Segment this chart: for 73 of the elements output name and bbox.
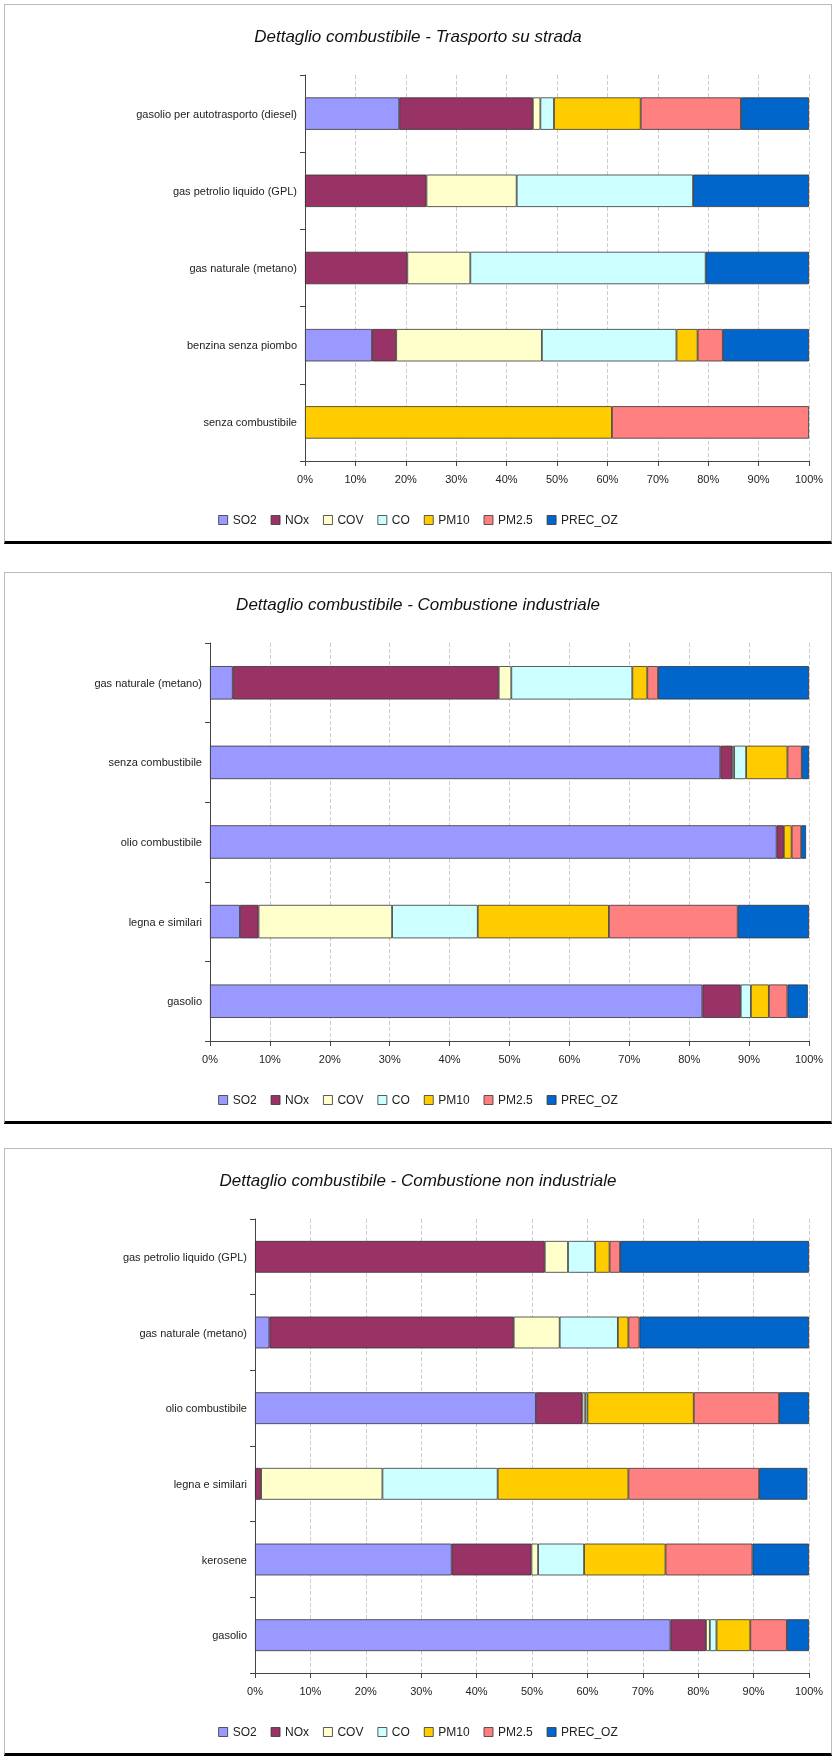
x-tick-label: 70%	[646, 472, 670, 485]
x-tick-label: 10%	[344, 472, 367, 485]
x-tick-label: 50%	[545, 472, 569, 485]
x-tick-label: 90%	[742, 1684, 765, 1697]
y-tick-label: gas petrolio liquido (GPL)	[122, 1250, 247, 1263]
x-tick-label: 30%	[410, 1684, 433, 1697]
x-tick-label: 40%	[438, 1052, 461, 1065]
y-tick-label: legna e similari	[128, 915, 202, 928]
legend-label: SO2	[232, 1093, 257, 1107]
x-tick-label: 60%	[596, 472, 619, 485]
legend-label: COV	[337, 1725, 364, 1739]
y-tick-label: legna e similari	[173, 1477, 247, 1490]
y-tick-label: gas petrolio liquido (GPL)	[172, 184, 297, 197]
y-tick-label: olio combustibile	[120, 836, 202, 848]
chart-title: Dettaglio combustibile - Combustione non industriale	[219, 1171, 617, 1190]
x-tick-label: 10%	[258, 1052, 282, 1065]
x-tick-label: 50%	[498, 1052, 521, 1065]
x-tick-label: 80%	[687, 1684, 710, 1697]
x-tick-label: 10%	[299, 1684, 322, 1697]
legend-label: PREC_OZ	[561, 1093, 618, 1107]
x-tick-label: 20%	[394, 472, 418, 485]
x-tick-label: 70%	[618, 1052, 641, 1065]
y-tick-label: senza combustibile	[203, 416, 297, 429]
x-tick-label: 30%	[445, 472, 468, 485]
x-tick-label: 80%	[678, 1052, 701, 1065]
y-tick-label: olio combustibile	[165, 1402, 247, 1415]
y-tick-label: benzina senza piombo	[186, 339, 297, 352]
x-tick-label: 100%	[794, 1684, 824, 1697]
legend-label: PM2.5	[498, 1093, 534, 1107]
x-tick-label: 0%	[202, 1052, 219, 1065]
legend-label: COV	[337, 1093, 364, 1107]
y-tick-label: gasolio	[212, 1629, 247, 1642]
legend-label: PM10	[438, 1093, 470, 1107]
x-tick-label: 0%	[247, 1684, 264, 1697]
x-tick-label: 20%	[354, 1684, 378, 1697]
legend-label: PREC_OZ	[561, 513, 618, 527]
legend-label: NOx	[285, 1725, 310, 1739]
y-tick-label: gas naturale (metano)	[139, 1326, 247, 1339]
legend-label: COV	[337, 513, 364, 527]
legend-label: SO2	[232, 513, 257, 527]
legend-label: NOx	[285, 1093, 310, 1107]
x-tick-label: 0%	[297, 472, 314, 485]
chart-title: Dettaglio combustibile - Combustione industriale	[236, 595, 600, 614]
x-tick-label: 100%	[794, 472, 824, 485]
y-tick-label: kerosene	[201, 1553, 247, 1566]
y-tick-label: gas naturale (metano)	[189, 262, 297, 274]
y-tick-label: senza combustibile	[108, 756, 202, 769]
x-tick-label: 100%	[794, 1052, 824, 1065]
x-tick-label: 90%	[738, 1052, 761, 1065]
chart-title: Dettaglio combustibile - Trasporto su strada	[254, 27, 582, 46]
y-tick-label: gas naturale (metano)	[94, 676, 202, 689]
legend-label: PM2.5	[498, 513, 534, 527]
x-tick-label: 60%	[576, 1684, 599, 1697]
x-tick-label: 60%	[558, 1052, 581, 1065]
x-tick-label: 70%	[631, 1684, 655, 1697]
x-tick-label: 80%	[697, 472, 720, 485]
x-tick-label: 40%	[495, 472, 518, 485]
legend-label: CO	[391, 1093, 410, 1107]
legend-label: CO	[391, 513, 410, 527]
legend-label: SO2	[232, 1725, 257, 1739]
legend-label: PM10	[438, 1725, 470, 1739]
legend-label: PM2.5	[498, 1725, 534, 1739]
x-tick-label: 90%	[747, 472, 770, 485]
y-tick-label: gasolio	[167, 995, 202, 1008]
x-tick-label: 40%	[465, 1684, 488, 1697]
legend-label: PM10	[438, 513, 470, 527]
legend-label: PREC_OZ	[561, 1725, 618, 1739]
x-tick-label: 30%	[378, 1052, 401, 1065]
legend-label: NOx	[285, 513, 310, 527]
x-tick-label: 20%	[318, 1052, 342, 1065]
y-tick-label: gasolio per autotrasporto (diesel)	[136, 107, 297, 120]
legend-label: CO	[391, 1725, 410, 1739]
x-tick-label: 50%	[520, 1684, 544, 1697]
